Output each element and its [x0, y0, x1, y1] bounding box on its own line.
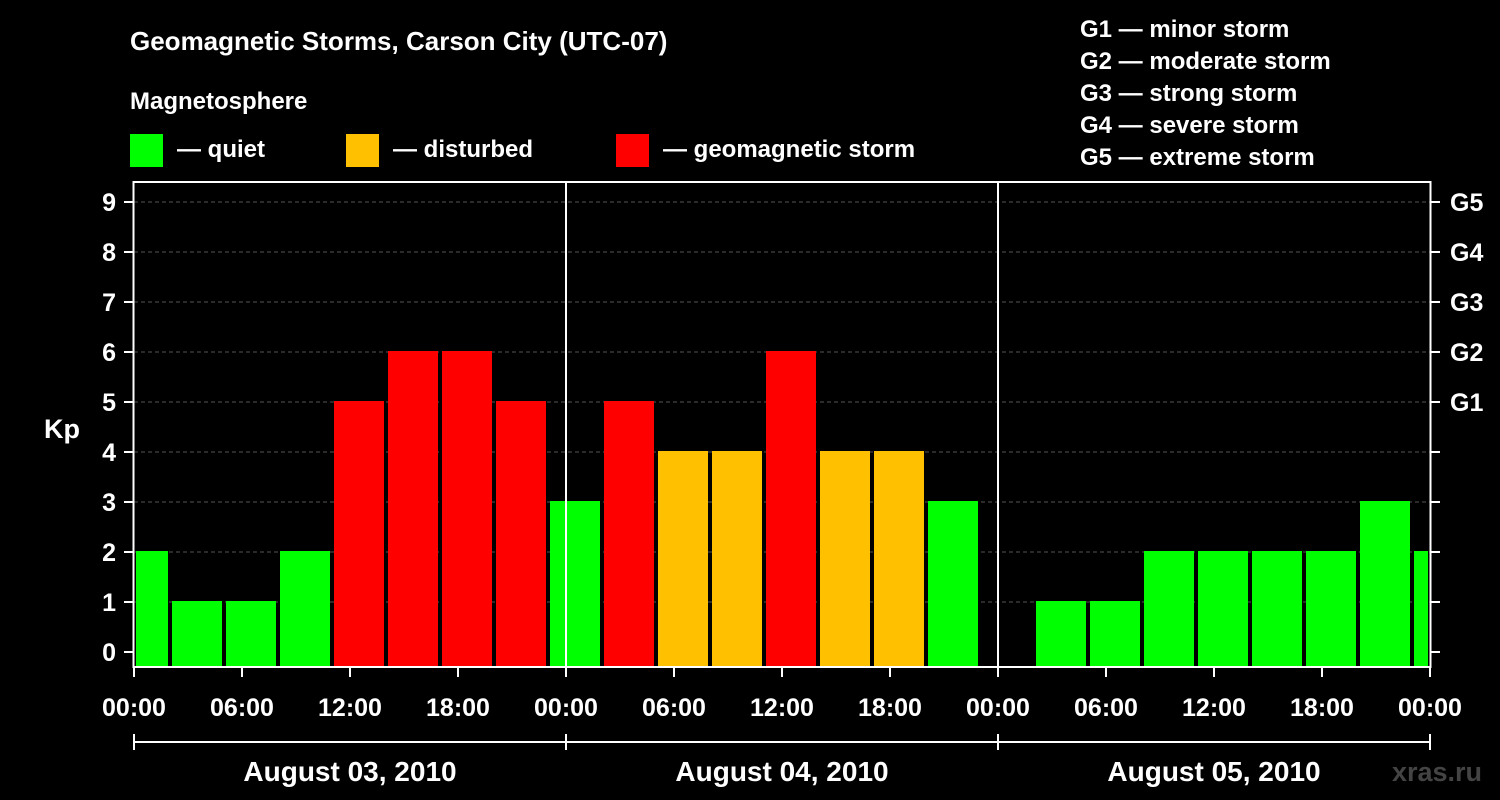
x-axis-ticks: 00:00 06:00 12:00 18:00 00:00 06:00 12:00 18:00… [102, 667, 1462, 722]
x-tick-label: 06:00 [642, 694, 706, 722]
x-tick-label: 00:00 [102, 694, 166, 722]
g-scale-legend-item: G2 — moderate storm [1080, 48, 1331, 75]
legend-label: — geomagnetic storm [663, 136, 915, 163]
legend-swatch [616, 134, 649, 167]
chart-title: Geomagnetic Storms, Carson City (UTC-07) [130, 26, 667, 56]
g-level-label: G2 [1450, 339, 1483, 367]
x-tick-label: 12:00 [318, 694, 382, 722]
x-tick-label: 06:00 [1074, 694, 1138, 722]
y-tick-label: 4 [102, 439, 116, 467]
bar [442, 351, 492, 667]
y-tick-label: 3 [102, 489, 116, 517]
y-tick-label: 6 [102, 339, 116, 367]
legend-label: — quiet [177, 136, 265, 163]
bar [1306, 551, 1356, 667]
y-tick-label: 0 [102, 639, 116, 667]
g-scale-legend-item: G5 — extreme storm [1080, 144, 1315, 171]
g-level-label: G1 [1450, 389, 1483, 417]
bar [1036, 601, 1086, 667]
g-scale-legend: G1 — minor storm G2 — moderate storm G3 — … [1080, 16, 1331, 171]
bar [280, 551, 330, 667]
bar [1414, 551, 1428, 667]
magnetosphere-legend: — quiet — disturbed — geomagnetic storm [130, 134, 915, 167]
bar [1144, 551, 1194, 667]
legend-label: — disturbed [393, 136, 533, 163]
bar [172, 601, 222, 667]
x-tick-label: 00:00 [1398, 694, 1462, 722]
legend-swatch [130, 134, 163, 167]
bar [820, 451, 870, 667]
y-tick-label: 8 [102, 239, 116, 267]
x-tick-label: 00:00 [534, 694, 598, 722]
legend-swatch [346, 134, 379, 167]
bar [712, 451, 762, 667]
bar [874, 451, 924, 667]
bar [136, 551, 168, 667]
day-label: August 05, 2010 [1107, 756, 1320, 787]
g-level-label: G3 [1450, 289, 1483, 317]
bar [388, 351, 438, 667]
y-axis-label: Kp [44, 414, 80, 444]
bar [1198, 551, 1248, 667]
day-label: August 03, 2010 [243, 756, 456, 787]
x-tick-label: 18:00 [1290, 694, 1354, 722]
y-tick-label: 2 [102, 539, 116, 567]
y-tick-label: 1 [102, 589, 116, 617]
y-tick-label: 7 [102, 289, 116, 317]
y-tick-label: 9 [102, 189, 116, 217]
g-scale-legend-item: G3 — strong storm [1080, 80, 1297, 107]
bar [496, 401, 546, 667]
magnetosphere-legend-title: Magnetosphere [130, 88, 307, 115]
bar [1252, 551, 1302, 667]
bar [550, 501, 600, 667]
x-tick-label: 12:00 [1182, 694, 1246, 722]
bars [136, 351, 1428, 667]
day-labels: August 03, 2010 August 04, 2010 August 05,… [133, 734, 1431, 787]
g-level-label: G5 [1450, 189, 1483, 217]
bar [1360, 501, 1410, 667]
bar [1090, 601, 1140, 667]
g-level-axis: G1 G2 G3 G4 G5 [1430, 189, 1483, 653]
bar [334, 401, 384, 667]
g-level-label: G4 [1450, 239, 1483, 267]
y-tick-label: 5 [102, 389, 116, 417]
y-axis-ticks: 0 1 2 3 4 5 6 7 8 9 [102, 189, 134, 667]
g-scale-legend-item: G4 — severe storm [1080, 112, 1299, 139]
bar [226, 601, 276, 667]
x-tick-label: 18:00 [426, 694, 490, 722]
bar [928, 501, 978, 667]
x-tick-label: 06:00 [210, 694, 274, 722]
bar [658, 451, 708, 667]
x-tick-label: 18:00 [858, 694, 922, 722]
credit-text: xras.ru [1392, 757, 1482, 787]
bar [604, 401, 654, 667]
x-tick-label: 00:00 [966, 694, 1030, 722]
bar [766, 351, 816, 667]
g-scale-legend-item: G1 — minor storm [1080, 16, 1289, 43]
x-tick-label: 12:00 [750, 694, 814, 722]
day-label: August 04, 2010 [675, 756, 888, 787]
